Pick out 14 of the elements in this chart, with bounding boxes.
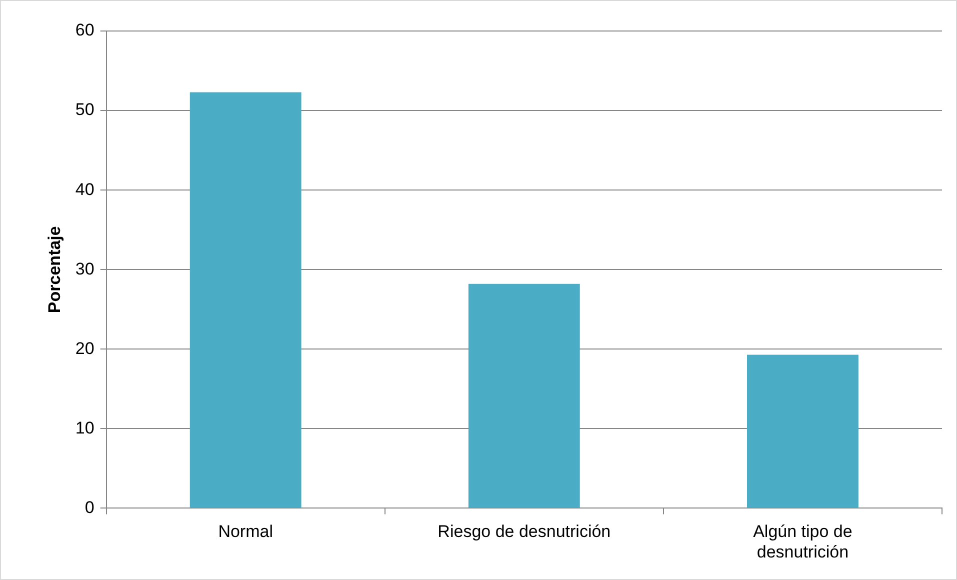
x-tick-label: Riesgo de desnutrición	[438, 522, 611, 542]
x-tick-label: Normal	[218, 522, 273, 542]
y-tick-label: 60	[75, 20, 94, 40]
bar	[468, 284, 580, 508]
y-tick-label: 30	[75, 259, 94, 278]
y-tick-label: 0	[84, 498, 94, 517]
x-tick-label: Algún tipo de desnutrición	[753, 522, 852, 562]
bar	[190, 92, 302, 508]
bar	[747, 354, 858, 508]
y-axis-title: Porcentaje	[44, 226, 64, 314]
y-tick-label: 10	[75, 418, 94, 438]
y-tick-label: 50	[75, 100, 94, 120]
y-tick-label: 20	[75, 338, 94, 358]
y-tick-label: 40	[75, 180, 94, 199]
